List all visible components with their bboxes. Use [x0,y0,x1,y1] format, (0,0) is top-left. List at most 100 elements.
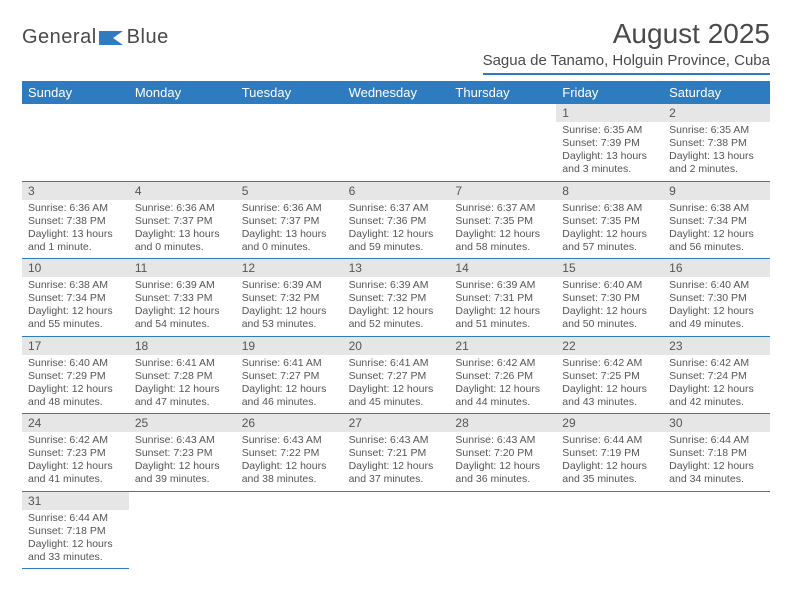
day-day1: Daylight: 12 hours [242,460,337,473]
day-number: 5 [236,182,343,200]
day-sunset: Sunset: 7:38 PM [28,215,123,228]
calendar-grid: 1Sunrise: 6:35 AMSunset: 7:39 PMDaylight… [22,104,770,569]
day-day2: and 58 minutes. [455,241,550,254]
day-sunrise: Sunrise: 6:39 AM [455,279,550,292]
calendar-cell: 4Sunrise: 6:36 AMSunset: 7:37 PMDaylight… [129,182,236,260]
day-sunset: Sunset: 7:31 PM [455,292,550,305]
day-number: 14 [449,259,556,277]
day-day1: Daylight: 12 hours [349,460,444,473]
calendar-cell: 29Sunrise: 6:44 AMSunset: 7:19 PMDayligh… [556,414,663,492]
day-sunset: Sunset: 7:30 PM [669,292,764,305]
calendar-cell: 28Sunrise: 6:43 AMSunset: 7:20 PMDayligh… [449,414,556,492]
day-day1: Daylight: 13 hours [669,150,764,163]
day-sunset: Sunset: 7:35 PM [455,215,550,228]
day-sunrise: Sunrise: 6:39 AM [242,279,337,292]
weekday-thu: Thursday [449,81,556,104]
day-sunrise: Sunrise: 6:43 AM [455,434,550,447]
day-sunrise: Sunrise: 6:41 AM [242,357,337,370]
calendar-cell: 21Sunrise: 6:42 AMSunset: 7:26 PMDayligh… [449,337,556,415]
calendar-cell: 3Sunrise: 6:36 AMSunset: 7:38 PMDaylight… [22,182,129,260]
day-content: Sunrise: 6:42 AMSunset: 7:24 PMDaylight:… [663,355,770,414]
day-day2: and 0 minutes. [135,241,230,254]
day-content: Sunrise: 6:40 AMSunset: 7:30 PMDaylight:… [556,277,663,336]
day-day2: and 55 minutes. [28,318,123,331]
day-day1: Daylight: 12 hours [455,305,550,318]
day-day2: and 54 minutes. [135,318,230,331]
calendar-cell [449,492,556,570]
day-day2: and 57 minutes. [562,241,657,254]
day-content: Sunrise: 6:36 AMSunset: 7:38 PMDaylight:… [22,200,129,259]
day-number: 11 [129,259,236,277]
header-rule [483,73,770,75]
day-day1: Daylight: 12 hours [669,305,764,318]
day-day2: and 38 minutes. [242,473,337,486]
day-day1: Daylight: 12 hours [455,383,550,396]
day-sunset: Sunset: 7:24 PM [669,370,764,383]
calendar-cell [663,492,770,570]
day-day1: Daylight: 12 hours [562,305,657,318]
day-day2: and 49 minutes. [669,318,764,331]
day-number: 8 [556,182,663,200]
day-day1: Daylight: 13 hours [562,150,657,163]
calendar-cell [449,104,556,182]
calendar-cell: 8Sunrise: 6:38 AMSunset: 7:35 PMDaylight… [556,182,663,260]
day-day2: and 41 minutes. [28,473,123,486]
day-day1: Daylight: 13 hours [242,228,337,241]
day-number: 9 [663,182,770,200]
month-title: August 2025 [483,18,770,50]
day-sunset: Sunset: 7:23 PM [28,447,123,460]
calendar-cell: 18Sunrise: 6:41 AMSunset: 7:28 PMDayligh… [129,337,236,415]
day-number: 22 [556,337,663,355]
weekday-row: Sunday Monday Tuesday Wednesday Thursday… [22,81,770,104]
day-number: 4 [129,182,236,200]
day-number: 7 [449,182,556,200]
day-sunset: Sunset: 7:18 PM [669,447,764,460]
day-content: Sunrise: 6:39 AMSunset: 7:33 PMDaylight:… [129,277,236,336]
day-sunset: Sunset: 7:34 PM [669,215,764,228]
calendar-cell: 7Sunrise: 6:37 AMSunset: 7:35 PMDaylight… [449,182,556,260]
day-sunrise: Sunrise: 6:40 AM [562,279,657,292]
day-number: 24 [22,414,129,432]
calendar-cell: 5Sunrise: 6:36 AMSunset: 7:37 PMDaylight… [236,182,343,260]
topbar: General Blue August 2025 Sagua de Tanamo… [22,18,770,75]
day-content: Sunrise: 6:39 AMSunset: 7:32 PMDaylight:… [236,277,343,336]
day-sunrise: Sunrise: 6:38 AM [562,202,657,215]
day-number: 19 [236,337,343,355]
day-sunset: Sunset: 7:39 PM [562,137,657,150]
day-sunset: Sunset: 7:37 PM [242,215,337,228]
day-content: Sunrise: 6:44 AMSunset: 7:19 PMDaylight:… [556,432,663,491]
day-sunrise: Sunrise: 6:43 AM [242,434,337,447]
day-sunset: Sunset: 7:29 PM [28,370,123,383]
day-sunrise: Sunrise: 6:40 AM [669,279,764,292]
day-day1: Daylight: 12 hours [242,383,337,396]
calendar-cell [129,492,236,570]
day-day2: and 0 minutes. [242,241,337,254]
day-content: Sunrise: 6:41 AMSunset: 7:27 PMDaylight:… [236,355,343,414]
day-day1: Daylight: 12 hours [242,305,337,318]
day-sunset: Sunset: 7:20 PM [455,447,550,460]
calendar-cell: 13Sunrise: 6:39 AMSunset: 7:32 PMDayligh… [343,259,450,337]
day-sunrise: Sunrise: 6:42 AM [669,357,764,370]
calendar-cell: 11Sunrise: 6:39 AMSunset: 7:33 PMDayligh… [129,259,236,337]
day-sunrise: Sunrise: 6:38 AM [28,279,123,292]
calendar-cell [236,104,343,182]
day-sunset: Sunset: 7:28 PM [135,370,230,383]
day-sunset: Sunset: 7:32 PM [242,292,337,305]
day-sunrise: Sunrise: 6:37 AM [455,202,550,215]
day-day1: Daylight: 12 hours [562,460,657,473]
calendar-cell: 17Sunrise: 6:40 AMSunset: 7:29 PMDayligh… [22,337,129,415]
day-content: Sunrise: 6:44 AMSunset: 7:18 PMDaylight:… [22,510,129,569]
day-sunrise: Sunrise: 6:35 AM [562,124,657,137]
day-day2: and 42 minutes. [669,396,764,409]
weekday-mon: Monday [129,81,236,104]
day-number: 15 [556,259,663,277]
day-day2: and 33 minutes. [28,551,123,564]
day-day2: and 3 minutes. [562,163,657,176]
calendar-cell: 16Sunrise: 6:40 AMSunset: 7:30 PMDayligh… [663,259,770,337]
day-content: Sunrise: 6:35 AMSunset: 7:38 PMDaylight:… [663,122,770,181]
calendar-cell [343,104,450,182]
logo-text-2: Blue [127,26,169,49]
calendar-cell [556,492,663,570]
day-day2: and 56 minutes. [669,241,764,254]
day-sunset: Sunset: 7:34 PM [28,292,123,305]
